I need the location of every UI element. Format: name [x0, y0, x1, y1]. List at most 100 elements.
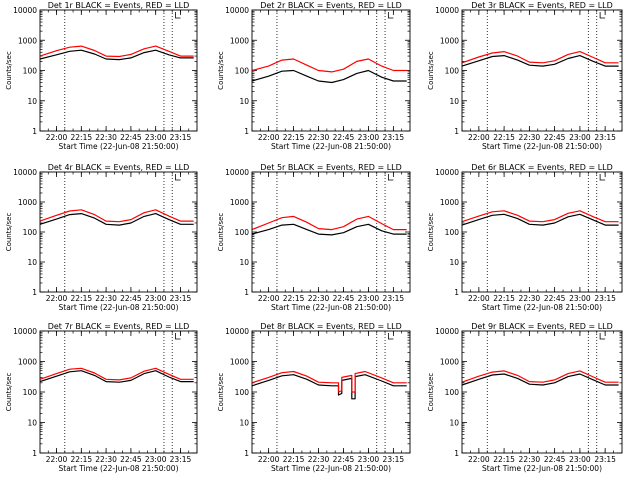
y-tick-label: 10000: [225, 168, 249, 177]
corner-marker-icon: [387, 12, 394, 19]
y-tick-label: 1000: [440, 358, 459, 367]
x-tick-label: 22:45: [333, 133, 355, 142]
corner-marker-icon: [599, 174, 606, 181]
x-tick-label: 22:15: [283, 455, 305, 464]
corner-marker-icon: [175, 12, 181, 19]
y-tick-label: 1000: [440, 198, 459, 207]
x-tick-label: 23:00: [145, 455, 167, 464]
panel-title: Det 7r BLACK = Events, RED = LLD: [48, 322, 190, 331]
series-line-lld: [461, 370, 619, 383]
series-line-events: [39, 213, 194, 226]
x-tick-label: 23:00: [358, 455, 380, 464]
series-line-events: [39, 49, 194, 61]
detector-panel-4: Det 4r BLACK = Events, RED = LLD 1 10 100 10…: [5, 163, 198, 312]
y-tick-label: 10000: [225, 327, 249, 336]
y-axis-label: Counts/sec: [217, 213, 225, 252]
y-axis-label: Counts/sec: [5, 213, 13, 252]
series-line-events: [251, 69, 407, 84]
y-tick-label: 10000: [13, 6, 37, 15]
detector-panel-6: Det 6r BLACK = Events, RED = LLD 1 10 100 10…: [427, 163, 623, 312]
panel-title: Det 9r BLACK = Events, RED = LLD: [471, 322, 613, 331]
x-tick-label: 23:15: [594, 294, 616, 303]
x-axis-label: Start Time (22-Jun-08 21:50:00): [482, 464, 602, 473]
series-line-events: [251, 223, 407, 236]
plot-frame: [251, 330, 411, 454]
series-line-lld: [251, 58, 407, 73]
x-tick-label: 22:30: [95, 133, 117, 142]
x-tick-label: 23:15: [170, 133, 192, 142]
x-tick-label: 23:15: [594, 133, 616, 142]
corner-marker-icon: [175, 174, 181, 181]
x-tick-label: 22:00: [468, 133, 490, 142]
x-tick-label: 22:00: [46, 455, 68, 464]
panel-title: Det 5r BLACK = Events, RED = LLD: [260, 163, 402, 172]
plot-frame: [39, 330, 198, 454]
x-tick-label: 22:45: [333, 294, 355, 303]
panel-title: Det 6r BLACK = Events, RED = LLD: [471, 163, 613, 172]
x-tick-label: 22:45: [333, 455, 355, 464]
y-tick-label: 1000: [18, 198, 37, 207]
x-tick-label: 23:15: [170, 455, 192, 464]
series-line-lld: [251, 215, 407, 231]
y-tick-label: 1000: [18, 358, 37, 367]
y-tick-label: 10000: [13, 327, 37, 336]
x-tick-label: 23:00: [358, 294, 380, 303]
y-tick-label: 100: [23, 67, 38, 76]
x-tick-label: 22:30: [308, 455, 330, 464]
y-tick-label: 10: [27, 97, 37, 106]
series-line-lld: [461, 210, 619, 223]
plot-frame: [461, 9, 623, 132]
x-tick-label: 23:15: [383, 294, 405, 303]
x-tick-label: 23:15: [383, 133, 405, 142]
y-tick-label: 100: [23, 228, 38, 237]
detector-panel-8: Det 8r BLACK = Events, RED = LLD 1 10 100 10…: [217, 322, 411, 473]
x-tick-label: 22:30: [308, 133, 330, 142]
x-axis-label: Start Time (22-Jun-08 21:50:00): [59, 303, 179, 312]
y-tick-label: 1: [454, 127, 459, 136]
x-tick-label: 23:15: [383, 455, 405, 464]
y-tick-label: 1000: [230, 198, 249, 207]
y-tick-label: 1: [32, 288, 37, 297]
detector-panel-1: Det 1r BLACK = Events, RED = LLD 1 10 100 10…: [5, 1, 198, 151]
panel-title: Det 1r BLACK = Events, RED = LLD: [48, 1, 190, 10]
plot-frame: [461, 330, 623, 454]
corner-marker-icon: [175, 333, 181, 340]
x-tick-label: 22:00: [46, 294, 68, 303]
x-tick-label: 22:15: [71, 294, 93, 303]
detector-panel-7: Det 7r BLACK = Events, RED = LLD 1 10 100 10…: [5, 322, 198, 473]
x-axis-label: Start Time (22-Jun-08 21:50:00): [271, 142, 391, 151]
x-tick-label: 22:00: [468, 455, 490, 464]
series-line-lld: [39, 367, 194, 381]
detector-panel-9: Det 9r BLACK = Events, RED = LLD 1 10 100 10…: [427, 322, 623, 473]
y-tick-label: 1: [244, 288, 249, 297]
y-tick-label: 100: [445, 67, 460, 76]
x-tick-label: 22:30: [519, 133, 541, 142]
x-tick-label: 22:15: [493, 294, 515, 303]
y-tick-label: 1: [32, 127, 37, 136]
detector-panel-5: Det 5r BLACK = Events, RED = LLD 1 10 100 10…: [217, 163, 411, 312]
x-tick-label: 22:45: [120, 294, 142, 303]
series-line-events: [39, 370, 194, 383]
y-tick-label: 1000: [230, 358, 249, 367]
panel-title: Det 3r BLACK = Events, RED = LLD: [471, 1, 613, 10]
x-tick-label: 23:00: [569, 133, 591, 142]
panel-title: Det 4r BLACK = Events, RED = LLD: [48, 163, 190, 172]
x-tick-label: 22:15: [71, 455, 93, 464]
x-tick-label: 22:00: [258, 133, 280, 142]
plot-frame: [39, 9, 198, 132]
series-line-events: [461, 54, 619, 67]
x-tick-label: 22:30: [308, 294, 330, 303]
x-tick-label: 22:00: [46, 133, 68, 142]
y-tick-label: 1000: [440, 36, 459, 45]
y-tick-label: 1: [454, 288, 459, 297]
plot-frame: [39, 171, 198, 293]
y-tick-label: 100: [445, 228, 460, 237]
x-tick-label: 23:00: [145, 294, 167, 303]
y-axis-label: Counts/sec: [5, 51, 13, 90]
x-tick-label: 22:45: [544, 455, 566, 464]
series-line-lld: [39, 209, 194, 223]
y-axis-label: Counts/sec: [427, 213, 435, 252]
y-tick-label: 1: [244, 127, 249, 136]
series-line-lld: [39, 45, 194, 58]
x-tick-label: 22:30: [95, 294, 117, 303]
